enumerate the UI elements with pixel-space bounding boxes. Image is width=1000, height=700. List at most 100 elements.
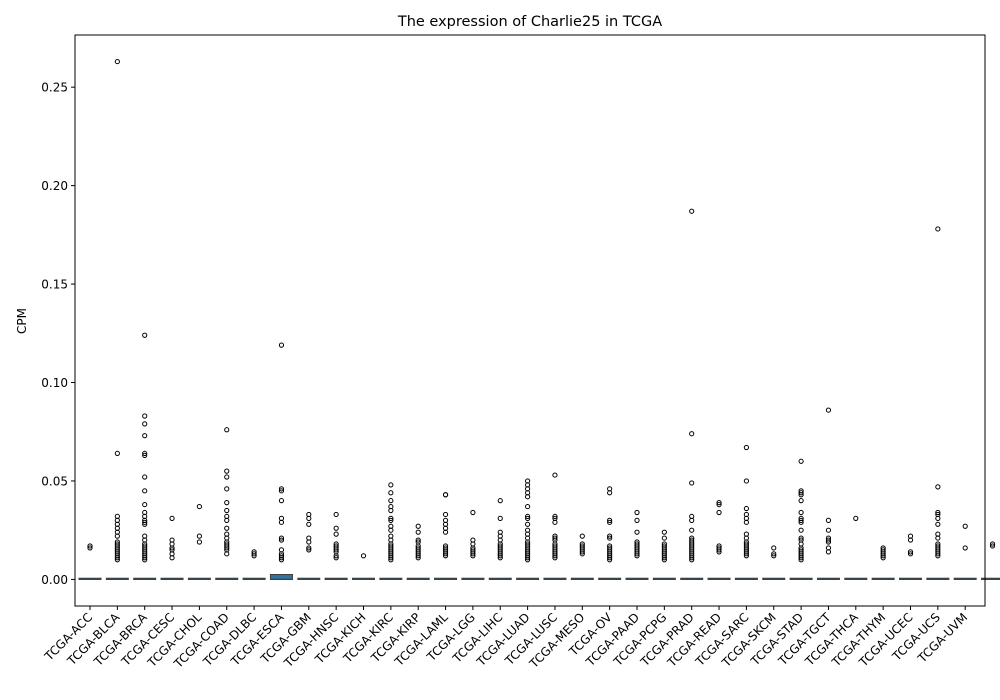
outlier-point xyxy=(907,549,914,555)
outlier-point xyxy=(661,555,667,561)
outlier-point xyxy=(142,450,148,457)
outlier-point xyxy=(743,505,750,512)
outlier-point xyxy=(634,509,640,516)
outlier-point xyxy=(442,551,449,557)
outlier-point xyxy=(278,488,285,494)
outlier-point xyxy=(689,555,695,561)
outlier-point xyxy=(224,474,230,480)
outlier-point xyxy=(415,529,421,535)
box-group xyxy=(680,208,704,581)
outlier-point xyxy=(825,539,832,545)
outlier-point xyxy=(142,452,148,458)
outlier-point xyxy=(142,519,148,525)
outlier-point xyxy=(333,555,339,561)
outlier-point xyxy=(169,515,175,521)
box-group xyxy=(844,515,868,581)
outlier-point xyxy=(196,533,202,539)
box-group xyxy=(652,529,676,581)
outlier-point xyxy=(224,525,230,531)
outlier-point xyxy=(689,208,695,214)
outlier-point xyxy=(142,521,148,527)
outlier-point xyxy=(114,450,120,457)
outlier-point xyxy=(689,517,695,523)
outlier-point xyxy=(224,468,230,474)
outlier-point xyxy=(306,539,312,545)
box-group xyxy=(215,427,239,581)
outlier-point xyxy=(579,551,585,557)
box-group xyxy=(488,498,512,581)
outlier-point xyxy=(989,543,996,549)
outlier-point xyxy=(142,555,148,561)
outlier-point xyxy=(579,533,585,539)
box-group xyxy=(105,58,129,581)
box-group xyxy=(160,515,184,581)
outlier-point xyxy=(388,517,394,523)
outlier-point xyxy=(771,551,777,557)
outlier-point xyxy=(278,537,285,543)
outlier-point xyxy=(743,519,750,525)
outlier-point xyxy=(634,517,640,523)
outlier-point xyxy=(962,545,968,551)
chart-title: The expression of Charlie25 in TCGA xyxy=(397,14,662,30)
outlier-point xyxy=(798,490,804,496)
outlier-point xyxy=(798,517,804,523)
outlier-point xyxy=(743,553,750,559)
outlier-point xyxy=(798,535,804,541)
outlier-point xyxy=(607,555,613,561)
outlier-point xyxy=(825,407,832,413)
outlier-point xyxy=(880,553,886,559)
outlier-point xyxy=(114,557,120,563)
outlier-point xyxy=(771,553,777,559)
box-group xyxy=(707,500,731,581)
outlier-point xyxy=(607,517,613,523)
outlier-point xyxy=(169,555,175,561)
outlier-point xyxy=(442,529,449,535)
outlier-point xyxy=(798,498,804,504)
outlier-point xyxy=(142,421,148,427)
box-group xyxy=(133,332,157,581)
outlier-point xyxy=(989,541,996,547)
outlier-point xyxy=(798,557,804,563)
outlier-point xyxy=(880,555,886,561)
y-tick-label: 0.20 xyxy=(41,179,68,193)
box-group xyxy=(352,553,375,581)
outlier-point xyxy=(224,545,230,551)
outlier-point xyxy=(278,486,285,492)
outlier-point xyxy=(607,557,613,563)
outlier-point xyxy=(607,519,613,525)
outlier-point xyxy=(825,527,832,533)
outlier-point xyxy=(87,545,93,551)
outlier-point xyxy=(935,535,941,541)
box-group xyxy=(78,543,102,581)
outlier-point xyxy=(525,513,531,520)
outlier-point xyxy=(716,549,722,555)
outlier-point xyxy=(333,553,339,559)
outlier-point xyxy=(333,525,339,531)
outlier-point xyxy=(935,553,941,559)
outlier-point xyxy=(224,517,230,523)
outlier-point xyxy=(388,555,394,561)
outlier-point xyxy=(114,555,120,561)
outlier-point xyxy=(798,519,804,525)
box-group xyxy=(324,511,348,581)
outlier-point xyxy=(552,513,558,520)
outlier-point xyxy=(798,458,804,464)
outlier-point xyxy=(470,551,476,557)
outlier-point xyxy=(716,500,722,506)
y-tick-label: 0.10 xyxy=(41,376,68,390)
outlier-point xyxy=(716,547,722,553)
outlier-point xyxy=(497,515,503,521)
outlier-point xyxy=(306,545,312,551)
box-group xyxy=(762,545,786,581)
outlier-point xyxy=(962,523,968,529)
outlier-point xyxy=(634,553,640,559)
outlier-point xyxy=(251,551,257,557)
outlier-point xyxy=(442,511,449,518)
outlier-point xyxy=(798,509,804,516)
box-group xyxy=(461,509,485,581)
outlier-point xyxy=(169,545,175,551)
outlier-point xyxy=(278,498,285,504)
outlier-point xyxy=(935,509,941,516)
outlier-point xyxy=(114,58,120,65)
outlier-point xyxy=(224,486,230,492)
